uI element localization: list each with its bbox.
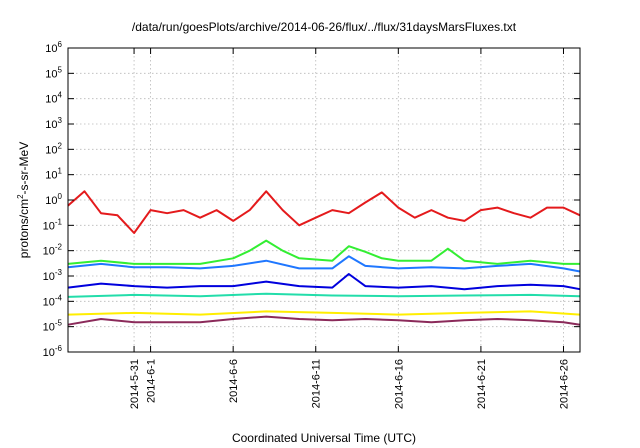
y-tick-labels: 10-610-510-410-310-210-11001011021031041… xyxy=(43,40,63,359)
series-line-3 xyxy=(67,255,581,273)
series-line-5 xyxy=(67,292,581,298)
y-tick-label: 10-2 xyxy=(43,243,63,258)
axis-ticks xyxy=(68,47,580,353)
y-tick-label: 104 xyxy=(45,91,62,106)
y-tick-label-exponent: -2 xyxy=(55,243,63,252)
y-tick-label-exponent: 2 xyxy=(58,141,63,150)
x-tick-label: 2014-6-6 xyxy=(228,359,240,403)
x-tick-labels: 2014-5-31 2014-6-1 2014-6-6 2014-6-11 2014-6… xyxy=(129,359,570,409)
y-tick-label-exponent: 4 xyxy=(58,91,63,100)
series-line-4 xyxy=(67,273,581,291)
y-axis-label-part-1: protons/cm xyxy=(17,199,31,258)
series-layer xyxy=(67,190,581,326)
y-tick-label-base: 10 xyxy=(43,220,55,232)
y-tick-label-base: 10 xyxy=(45,94,57,106)
y-tick-label-base: 10 xyxy=(45,68,57,80)
y-tick-label-base: 10 xyxy=(43,322,55,334)
y-tick-label: 103 xyxy=(45,116,62,131)
y-tick-label-exponent: 5 xyxy=(58,65,63,74)
y-tick-label-base: 10 xyxy=(43,347,55,359)
x-axis-label: Coordinated Universal Time (UTC) xyxy=(232,431,416,445)
y-tick-label-exponent: 6 xyxy=(58,40,63,49)
x-tick-label: 2014-5-31 xyxy=(129,359,141,409)
y-tick-label-exponent: -4 xyxy=(55,293,63,302)
y-tick-label-base: 10 xyxy=(43,271,55,283)
grid-lines xyxy=(68,47,580,353)
y-axis-label-part-2: -s-sr-MeV xyxy=(17,142,31,195)
y-tick-label-base: 10 xyxy=(43,296,55,308)
series-line-7 xyxy=(67,315,581,326)
y-tick-label-exponent: -1 xyxy=(55,217,63,226)
y-tick-label: 10-1 xyxy=(43,217,63,232)
chart-title: /data/run/goesPlots/archive/2014-06-26/f… xyxy=(132,20,517,34)
y-axis-label-superscript: 2 xyxy=(16,194,25,199)
y-tick-label: 105 xyxy=(45,65,62,80)
y-tick-label: 10-4 xyxy=(43,293,63,308)
y-tick-label-exponent: -6 xyxy=(55,344,63,353)
y-tick-label: 101 xyxy=(45,167,62,182)
y-tick-label: 10-5 xyxy=(43,319,63,334)
x-tick-label: 2014-6-21 xyxy=(476,359,488,409)
y-tick-label-base: 10 xyxy=(45,170,57,182)
y-tick-label: 10-3 xyxy=(43,268,63,283)
x-tick-label: 2014-6-11 xyxy=(311,359,323,408)
y-tick-label-base: 10 xyxy=(43,246,55,258)
series-line-6 xyxy=(67,310,581,316)
y-tick-label-exponent: -3 xyxy=(55,268,63,277)
y-tick-label-exponent: 3 xyxy=(58,116,63,125)
x-tick-label: 2014-6-1 xyxy=(146,359,158,403)
y-tick-label-base: 10 xyxy=(45,119,57,131)
y-axis-label: protons/cm2-s-sr-MeV xyxy=(16,142,31,258)
y-tick-label-exponent: -5 xyxy=(55,319,63,328)
y-tick-label: 10-6 xyxy=(43,344,63,359)
y-tick-label-base: 10 xyxy=(45,195,57,207)
y-tick-label-exponent: 1 xyxy=(58,167,63,176)
y-tick-label: 100 xyxy=(45,192,62,207)
y-tick-label-base: 10 xyxy=(45,144,57,156)
series-line-2 xyxy=(67,239,580,265)
series-line-1 xyxy=(67,190,581,234)
y-tick-label-base: 10 xyxy=(45,43,57,55)
x-tick-label: 2014-6-16 xyxy=(393,359,405,409)
x-tick-label: 2014-6-26 xyxy=(558,359,570,409)
y-tick-label-exponent: 0 xyxy=(58,192,63,201)
y-tick-label: 106 xyxy=(45,40,62,55)
y-tick-label: 102 xyxy=(45,141,62,156)
